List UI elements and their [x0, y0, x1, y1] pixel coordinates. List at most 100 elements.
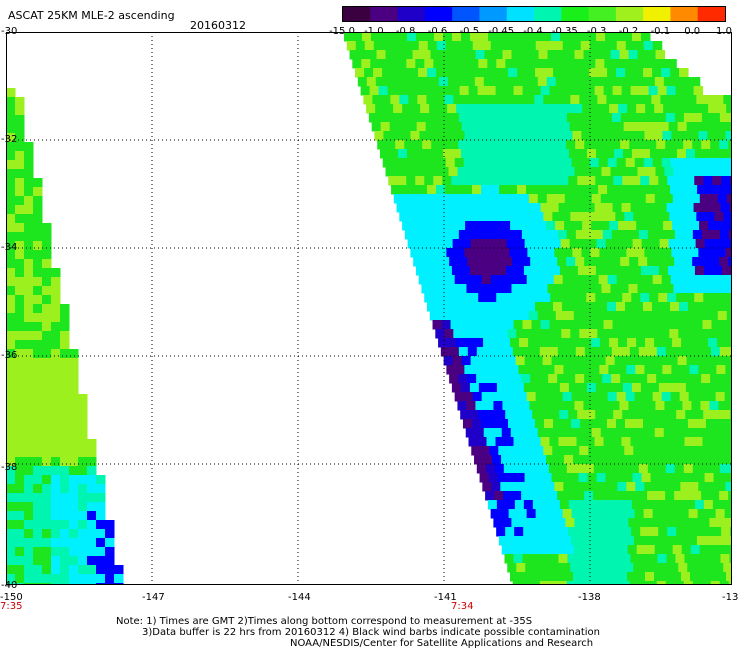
swath-cell — [631, 293, 641, 303]
swath-cell — [600, 221, 610, 231]
swath-cell — [617, 365, 627, 375]
swath-cell — [523, 383, 534, 393]
swath-cell — [558, 86, 569, 96]
swath-cell — [430, 284, 440, 294]
swath-cell — [599, 131, 609, 141]
swath-cell — [15, 205, 25, 215]
swath-cell — [714, 212, 724, 222]
swath-cell — [586, 383, 597, 393]
swath-cell — [362, 32, 372, 42]
swath-cell — [33, 196, 43, 206]
swath-cell — [400, 68, 410, 78]
swath-cell — [573, 572, 583, 582]
swath-cell — [60, 511, 70, 521]
swath-cell — [428, 248, 438, 258]
swath-cell — [69, 394, 79, 404]
swath-cell — [51, 565, 61, 575]
swath-cell — [468, 86, 479, 96]
swath-cell — [482, 482, 492, 492]
swath-cell — [391, 41, 402, 51]
swath-cell — [51, 295, 61, 305]
swath-cell — [513, 554, 523, 564]
swath-cell — [668, 239, 679, 249]
swath-cell — [514, 383, 525, 393]
swath-cell — [699, 221, 709, 231]
swath-cell — [429, 104, 439, 114]
swath-cell — [549, 320, 560, 330]
swath-cell — [684, 320, 695, 330]
swath-cell — [87, 520, 97, 530]
swath-cell — [69, 493, 79, 503]
swath-cell — [96, 547, 106, 557]
swath-cell — [717, 338, 727, 348]
swath-cell — [501, 77, 512, 87]
swath-cell — [715, 185, 725, 195]
swath-cell — [548, 581, 559, 585]
swath-cell — [622, 149, 633, 159]
swath-cell — [486, 86, 497, 96]
swath-cell — [708, 311, 719, 321]
swath-cell — [649, 293, 659, 303]
swath-cell — [87, 466, 97, 476]
swath-cell — [440, 347, 451, 357]
swath-cell — [6, 250, 16, 260]
swath-cell — [631, 266, 642, 276]
swath-cell — [394, 50, 405, 60]
swath-cell — [465, 104, 475, 114]
swath-cell — [618, 572, 628, 582]
swath-cell — [15, 493, 25, 503]
swath-cell — [721, 527, 731, 537]
swath-cell — [651, 419, 662, 429]
swath-cell — [498, 212, 508, 222]
swath-cell — [682, 518, 692, 528]
swath-cell — [69, 466, 79, 476]
swath-cell — [683, 140, 693, 150]
swath-cell — [726, 194, 732, 204]
swath-cell — [105, 574, 115, 584]
swath-cell — [636, 77, 647, 87]
swath-cell — [562, 68, 572, 78]
swath-cell — [646, 167, 657, 177]
swath-cell — [600, 338, 610, 348]
swath-cell — [510, 221, 520, 231]
swath-cell — [667, 293, 677, 303]
swath-cell — [24, 340, 34, 350]
swath-cell — [33, 277, 43, 287]
swath-cell — [15, 349, 25, 359]
swath-cell — [419, 131, 429, 141]
swath-cell — [422, 230, 433, 240]
swath-cell — [42, 322, 52, 332]
swath-cell — [397, 59, 407, 69]
swath-cell — [433, 293, 443, 303]
swath-cell — [685, 293, 695, 303]
swath-cell — [720, 437, 731, 447]
swath-cell — [524, 473, 535, 483]
swath-cell — [638, 113, 649, 123]
swath-cell — [15, 448, 25, 458]
swath-cell — [575, 464, 586, 474]
swath-cell — [51, 304, 61, 314]
swath-cell — [473, 365, 483, 375]
swath-cell — [726, 311, 732, 321]
swath-cell — [541, 149, 552, 159]
swath-cell — [668, 356, 679, 366]
swath-cell — [96, 529, 106, 539]
swath-cell — [432, 86, 443, 96]
swath-cell — [607, 509, 618, 519]
swath-cell — [478, 266, 489, 276]
swath-cell — [512, 491, 522, 501]
swath-cell — [658, 149, 669, 159]
swath-cell — [490, 185, 500, 195]
swath-cell — [711, 554, 721, 564]
swath-cell — [521, 581, 532, 585]
swath-cell — [652, 392, 663, 402]
swath-cell — [532, 176, 542, 186]
swath-cell — [603, 203, 614, 213]
swath-cell — [549, 554, 559, 564]
swath-cell — [413, 230, 424, 240]
swath-cell — [15, 133, 25, 143]
swath-cell — [595, 176, 605, 186]
swath-cell — [690, 194, 701, 204]
swath-cell — [474, 77, 485, 87]
swath-cell — [404, 140, 414, 150]
